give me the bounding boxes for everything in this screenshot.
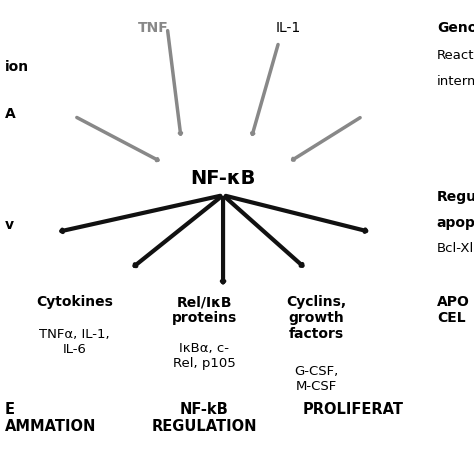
Text: G-CSF,
M-CSF: G-CSF, M-CSF — [294, 365, 338, 393]
Text: Rel/IκB
proteins: Rel/IκB proteins — [172, 295, 237, 325]
Text: TNFα, IL-1,
IL-6: TNFα, IL-1, IL-6 — [39, 328, 109, 356]
Text: Cytokines: Cytokines — [36, 295, 113, 309]
Text: NF-κB: NF-κB — [191, 169, 256, 188]
Text: IκBα, c-
Rel, p105: IκBα, c- Rel, p105 — [173, 342, 236, 370]
Text: NF-kB
REGULATION: NF-kB REGULATION — [152, 402, 257, 434]
Text: E
AMMATION: E AMMATION — [5, 402, 96, 434]
Text: apopte: apopte — [437, 216, 474, 230]
Text: interme: interme — [437, 75, 474, 88]
Text: Bcl-Xl: Bcl-Xl — [437, 242, 474, 255]
Text: ion: ion — [5, 60, 29, 74]
Text: Reactiv: Reactiv — [437, 49, 474, 62]
Text: Cyclins,
growth
factors: Cyclins, growth factors — [286, 295, 346, 341]
Text: APO
CEL: APO CEL — [437, 295, 470, 325]
Text: A: A — [5, 107, 15, 121]
Text: PROLIFERAT: PROLIFERAT — [303, 402, 404, 417]
Text: Genoto: Genoto — [437, 21, 474, 35]
Text: Regula: Regula — [437, 191, 474, 204]
Text: TNF: TNF — [138, 21, 169, 35]
Text: v: v — [5, 219, 14, 232]
Text: IL-1: IL-1 — [275, 21, 301, 35]
